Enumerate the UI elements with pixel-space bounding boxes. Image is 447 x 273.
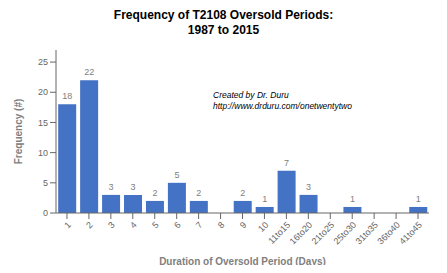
svg-text:3: 3	[131, 182, 136, 192]
svg-text:10: 10	[38, 148, 48, 158]
svg-text:3: 3	[109, 182, 114, 192]
svg-text:3: 3	[106, 220, 117, 231]
svg-text:1: 1	[262, 194, 267, 204]
svg-text:9: 9	[238, 220, 249, 231]
svg-text:1: 1	[62, 220, 73, 231]
svg-text:15: 15	[38, 118, 48, 128]
svg-text:2: 2	[84, 220, 95, 231]
svg-text:6: 6	[172, 220, 183, 231]
svg-text:7: 7	[284, 158, 289, 168]
svg-text:8: 8	[216, 220, 227, 231]
svg-text:2: 2	[240, 188, 245, 198]
svg-text:5: 5	[43, 178, 48, 188]
svg-text:2: 2	[196, 188, 201, 198]
svg-text:31to35: 31to35	[354, 220, 381, 247]
svg-text:41to45: 41to45	[397, 220, 424, 247]
svg-text:Frequency (#): Frequency (#)	[13, 99, 24, 165]
svg-text:7: 7	[194, 220, 205, 231]
html-text:http://www.drduru.com/onetwent: http://www.drduru.com/onetwentytwo	[213, 101, 352, 111]
svg-text:5: 5	[150, 220, 161, 231]
svg-text:0: 0	[43, 208, 48, 218]
svg-text:5: 5	[174, 170, 179, 180]
svg-text:36to40: 36to40	[375, 220, 402, 247]
svg-text:3: 3	[306, 182, 311, 192]
svg-text:10: 10	[256, 220, 270, 234]
svg-text:2: 2	[152, 188, 157, 198]
html-text:1987 to 2015: 1987 to 2015	[187, 23, 260, 37]
svg-text:21to25: 21to25	[310, 220, 337, 247]
svg-text:16to20: 16to20	[288, 220, 315, 247]
svg-text:4: 4	[128, 220, 139, 231]
svg-text:Duration of Oversold Period (D: Duration of Oversold Period (Days)	[159, 256, 326, 265]
svg-text:18: 18	[62, 91, 72, 101]
svg-text:20: 20	[38, 87, 48, 97]
svg-text:25: 25	[38, 57, 48, 67]
svg-text:11to15: 11to15	[266, 220, 292, 246]
svg-text:25to30: 25to30	[332, 220, 359, 247]
svg-text:1: 1	[416, 194, 421, 204]
html-text:Frequency of T2108 Oversold Pe: Frequency of T2108 Oversold Periods:	[113, 8, 334, 22]
svg-text:1: 1	[350, 194, 355, 204]
html-text:Created by Dr. Duru: Created by Dr. Duru	[213, 90, 289, 100]
svg-text:22: 22	[84, 67, 94, 77]
